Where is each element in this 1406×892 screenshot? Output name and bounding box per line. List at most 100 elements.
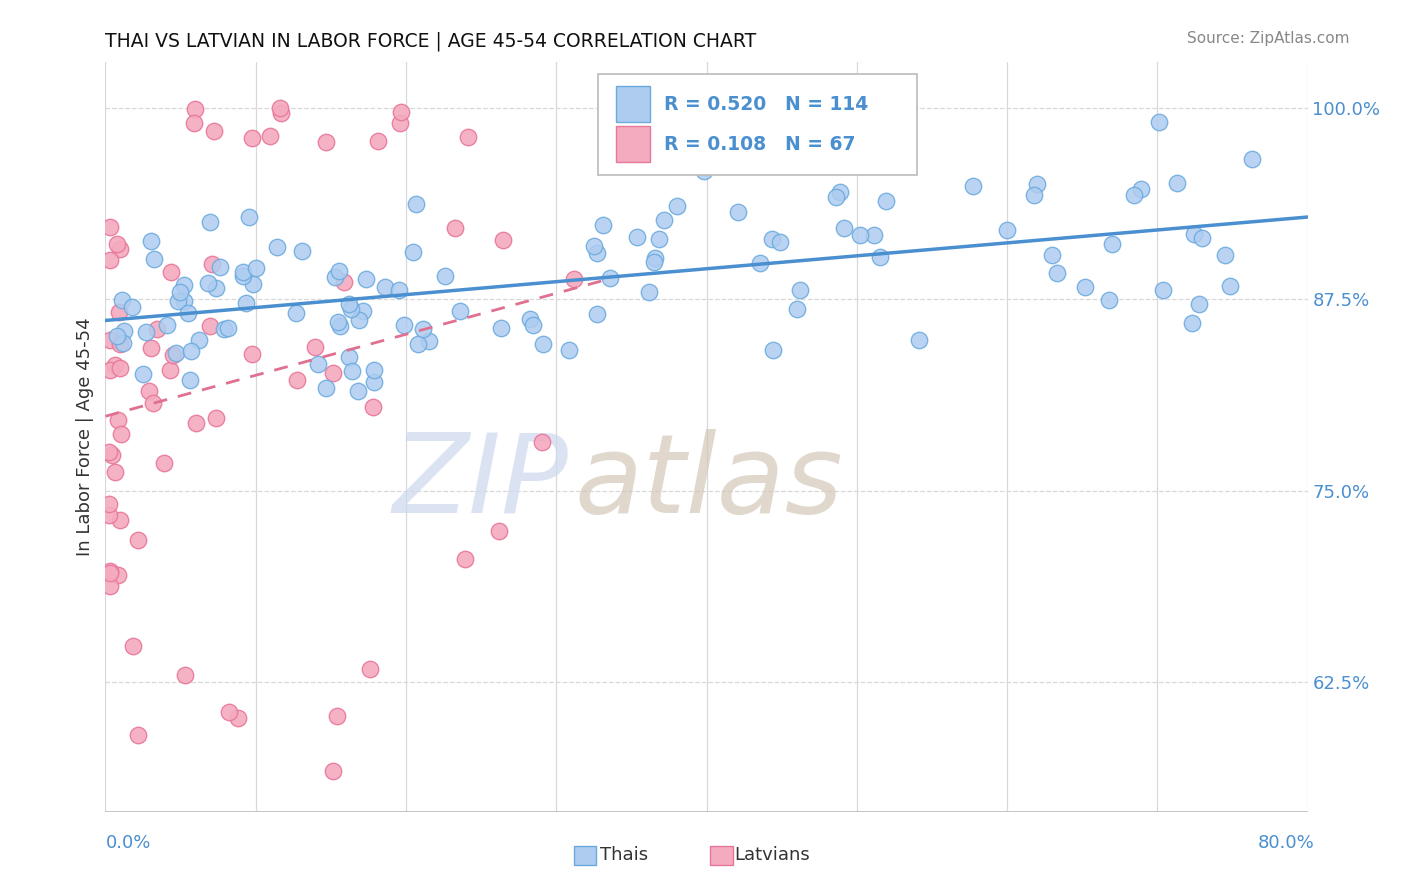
Point — [962, 179, 984, 194]
Point — [198, 215, 221, 229]
Point — [488, 524, 510, 539]
Point — [121, 639, 143, 653]
Point — [849, 228, 872, 243]
Point — [101, 448, 124, 462]
Point — [337, 350, 360, 364]
Point — [418, 334, 440, 349]
Point — [285, 306, 308, 320]
Point — [328, 264, 350, 278]
Point — [769, 235, 792, 249]
Point — [242, 277, 264, 291]
Point — [112, 325, 135, 339]
Point — [433, 268, 456, 283]
Point — [1188, 297, 1211, 311]
Point — [361, 401, 384, 415]
Point — [825, 190, 848, 204]
Point — [285, 373, 308, 387]
FancyBboxPatch shape — [599, 74, 917, 175]
Point — [328, 315, 350, 329]
Point — [1073, 280, 1095, 294]
Point — [519, 312, 541, 326]
Point — [259, 129, 281, 144]
Point — [270, 105, 292, 120]
Point — [174, 668, 197, 682]
Point — [183, 116, 205, 130]
Point — [176, 305, 198, 319]
Text: ZIP: ZIP — [392, 428, 568, 535]
Point — [173, 278, 195, 293]
Point — [169, 285, 191, 299]
Point — [322, 764, 344, 778]
Point — [209, 260, 232, 275]
Point — [184, 102, 207, 116]
Point — [875, 194, 897, 209]
Point — [647, 232, 669, 246]
Point — [110, 426, 132, 441]
Point — [201, 257, 224, 271]
Point — [165, 346, 187, 360]
Point — [995, 223, 1018, 237]
Text: 80.0%: 80.0% — [1258, 834, 1315, 852]
Point — [98, 566, 121, 581]
Point — [522, 318, 544, 333]
Point — [1219, 278, 1241, 293]
Point — [135, 325, 157, 339]
Point — [1098, 293, 1121, 307]
Point — [108, 336, 131, 351]
Point — [562, 271, 585, 285]
Point — [197, 276, 219, 290]
Point — [173, 294, 195, 309]
Point — [159, 362, 181, 376]
Text: atlas: atlas — [574, 428, 844, 535]
Point — [346, 384, 368, 398]
Point — [105, 236, 128, 251]
Point — [315, 136, 337, 150]
Point — [337, 297, 360, 311]
Point — [1182, 227, 1205, 241]
Point — [789, 283, 811, 297]
Point — [457, 130, 479, 145]
Point — [401, 244, 423, 259]
Point — [1181, 316, 1204, 330]
Point — [121, 300, 143, 314]
Point — [107, 413, 129, 427]
Point — [405, 197, 427, 211]
Text: R = 0.520: R = 0.520 — [665, 95, 766, 114]
Point — [363, 363, 385, 377]
Point — [531, 336, 554, 351]
Point — [1147, 114, 1170, 128]
Point — [389, 104, 412, 119]
Point — [105, 329, 128, 343]
Point — [1022, 187, 1045, 202]
Point — [98, 362, 121, 376]
Point — [374, 280, 396, 294]
Point — [323, 270, 346, 285]
Point — [307, 357, 329, 371]
Point — [693, 164, 716, 178]
Point — [359, 661, 381, 675]
Point — [98, 497, 121, 511]
Point — [592, 218, 614, 232]
Point — [127, 533, 149, 547]
Point — [1101, 236, 1123, 251]
Point — [1123, 187, 1146, 202]
Point — [156, 318, 179, 332]
Point — [127, 728, 149, 742]
Point — [363, 375, 385, 389]
Point — [108, 242, 131, 256]
Point — [304, 340, 326, 354]
Point — [111, 293, 134, 307]
Point — [108, 305, 131, 319]
Point — [329, 319, 352, 334]
Point — [863, 228, 886, 243]
Text: N = 114: N = 114 — [785, 95, 868, 114]
Point — [367, 134, 389, 148]
Text: Thais: Thais — [600, 846, 648, 863]
Point — [217, 321, 239, 335]
Point — [638, 285, 661, 300]
Point — [98, 564, 121, 578]
Point — [586, 245, 609, 260]
Point — [643, 255, 665, 269]
Point — [412, 322, 434, 336]
Point — [166, 293, 188, 308]
